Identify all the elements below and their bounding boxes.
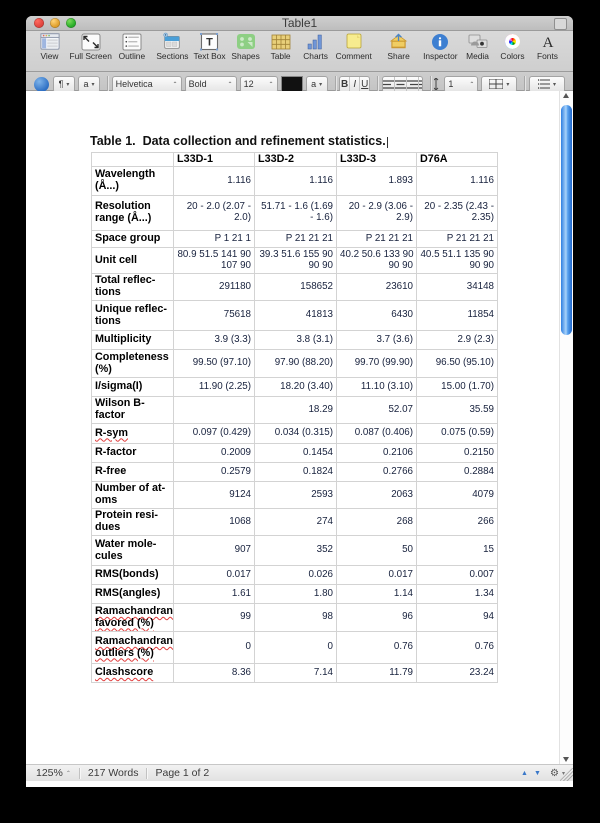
svg-text:T: T xyxy=(206,36,213,48)
svg-text:A: A xyxy=(542,35,553,51)
